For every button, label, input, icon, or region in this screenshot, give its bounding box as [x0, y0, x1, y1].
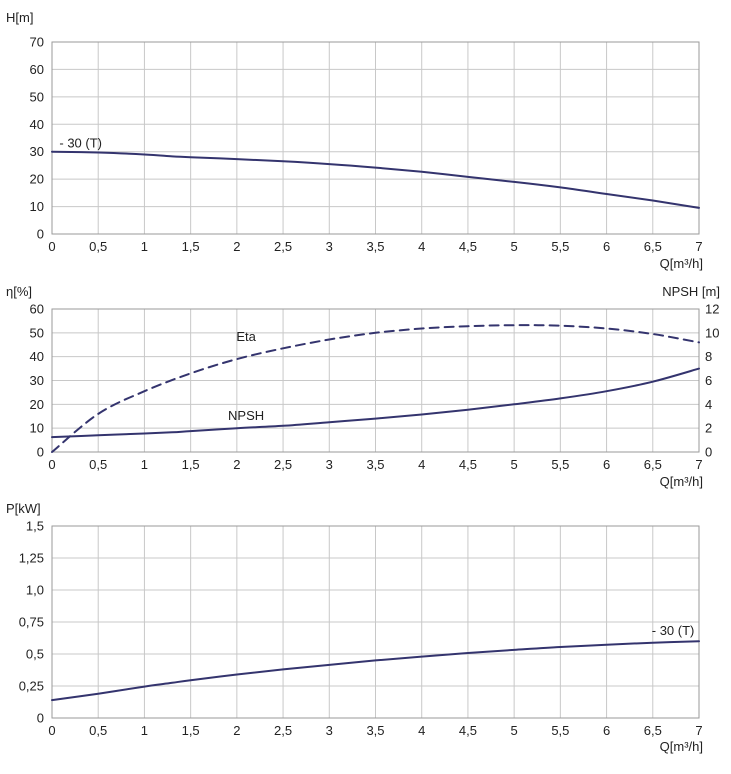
- y2-tick-label: 10: [705, 325, 719, 340]
- x-axis-label: Q[m³/h]: [660, 256, 703, 271]
- plot-frame: [51, 41, 700, 235]
- efficiency-npsh-chart: 0 0,5 1 1,5 2 2,5 3 3,5 4 4,5 5 5,5 6 6,5 701020304050…: [6, 284, 720, 489]
- series-line-eta: [51, 324, 700, 453]
- x-tick-label: 3,5: [366, 457, 384, 472]
- x-tick-label: 1: [141, 457, 148, 472]
- y2-tick-label: 2: [705, 421, 712, 436]
- x-tick-label: 2,5: [274, 457, 292, 472]
- x-tick-label: 7: [695, 457, 702, 472]
- y-axis-label: η[%]: [6, 284, 32, 299]
- y-tick-label: 60: [30, 62, 44, 77]
- y-axis-label: P[kW]: [6, 501, 41, 516]
- x-tick-label: 2,5: [274, 239, 292, 254]
- head-chart: 0 0,5 1 1,5 2 2,5 3 3,5 4 4,5 5 5,5 6 6,5 701020304050…: [6, 10, 703, 271]
- x-tick-label: 0: [48, 457, 55, 472]
- series-line-0: [51, 150, 700, 209]
- x-tick-label: 4,5: [459, 457, 477, 472]
- series-label-npsh: NPSH: [228, 408, 264, 423]
- x-tick-label: 0,5: [89, 239, 107, 254]
- y-tick-label: 20: [30, 172, 44, 187]
- y-tick-label: 0: [37, 227, 44, 242]
- x-tick-label: 3,5: [366, 723, 384, 738]
- x-tick-label: 1,5: [182, 723, 200, 738]
- x-tick-label: 2: [233, 457, 240, 472]
- y-tick-label: 70: [30, 35, 44, 50]
- x-tick-label: 4,5: [459, 723, 477, 738]
- x-tick-label: 6,5: [644, 239, 662, 254]
- x-tick-label: 1,5: [182, 457, 200, 472]
- y2-tick-label: 4: [705, 397, 712, 412]
- x-tick-label: 6: [603, 723, 610, 738]
- x-tick-label: 5: [511, 723, 518, 738]
- y-axis-label: H[m]: [6, 10, 33, 25]
- y-tick-label: 40: [30, 117, 44, 132]
- x-tick-label: 5,5: [551, 239, 569, 254]
- y-tick-label: 10: [30, 421, 44, 436]
- x-tick-label: 4,5: [459, 239, 477, 254]
- plot-frame: [51, 525, 700, 719]
- y-tick-label: 50: [30, 89, 44, 104]
- x-tick-label: 1,5: [182, 239, 200, 254]
- x-tick-label: 5,5: [551, 457, 569, 472]
- x-tick-label: 6,5: [644, 457, 662, 472]
- y-tick-label: 10: [30, 199, 44, 214]
- y-tick-label: 40: [30, 349, 44, 364]
- curve-annotation: - 30 (T): [652, 623, 695, 638]
- x-tick-label: 5,5: [551, 723, 569, 738]
- x-tick-label: 7: [695, 723, 702, 738]
- x-tick-label: 1: [141, 723, 148, 738]
- y-tick-label: 30: [30, 373, 44, 388]
- series-label-eta: Eta: [236, 329, 256, 344]
- y2-axis-label: NPSH [m]: [662, 284, 720, 299]
- x-tick-label: 6: [603, 239, 610, 254]
- y-tick-label: 1,5: [26, 519, 44, 534]
- power-chart: 0 0,5 1 1,5 2 2,5 3 3,5 4 4,5 5 5,5 6 6,5 7 0 0,25 0,5 0,7…: [6, 501, 703, 754]
- y2-tick-label: 6: [705, 373, 712, 388]
- x-tick-label: 4: [418, 457, 425, 472]
- x-tick-label: 0,5: [89, 457, 107, 472]
- x-axis-label: Q[m³/h]: [660, 474, 703, 489]
- x-tick-label: 6: [603, 457, 610, 472]
- x-tick-label: 2,5: [274, 723, 292, 738]
- x-tick-label: 3: [326, 723, 333, 738]
- x-tick-label: 3,5: [366, 239, 384, 254]
- y-tick-label: 0,5: [26, 647, 44, 662]
- x-tick-label: 5: [511, 457, 518, 472]
- x-tick-label: 3: [326, 457, 333, 472]
- x-tick-label: 2: [233, 239, 240, 254]
- x-tick-label: 5: [511, 239, 518, 254]
- y-tick-label: 0,25: [19, 679, 44, 694]
- curve-annotation: - 30 (T): [59, 136, 102, 151]
- y2-tick-label: 0: [705, 445, 712, 460]
- x-tick-label: 4: [418, 723, 425, 738]
- y-tick-label: 0: [37, 445, 44, 460]
- y2-tick-label: 12: [705, 302, 719, 317]
- y2-tick-label: 8: [705, 349, 712, 364]
- x-tick-label: 7: [695, 239, 702, 254]
- y-tick-label: 0,75: [19, 615, 44, 630]
- series-line-npsh: [51, 367, 700, 439]
- x-tick-label: 2: [233, 723, 240, 738]
- y-tick-label: 0: [37, 711, 44, 726]
- x-tick-label: 0: [48, 723, 55, 738]
- plot-frame: [51, 308, 700, 453]
- x-tick-label: 0,5: [89, 723, 107, 738]
- y-tick-label: 60: [30, 302, 44, 317]
- x-tick-label: 1: [141, 239, 148, 254]
- y-tick-label: 50: [30, 325, 44, 340]
- y-tick-label: 30: [30, 144, 44, 159]
- y-tick-label: 1,25: [19, 551, 44, 566]
- x-tick-label: 0: [48, 239, 55, 254]
- y-tick-label: 20: [30, 397, 44, 412]
- y-tick-label: 1,0: [26, 583, 44, 598]
- x-axis-label: Q[m³/h]: [660, 739, 703, 754]
- x-tick-label: 4: [418, 239, 425, 254]
- series-line-2: [51, 640, 700, 702]
- x-tick-label: 6,5: [644, 723, 662, 738]
- x-tick-label: 3: [326, 239, 333, 254]
